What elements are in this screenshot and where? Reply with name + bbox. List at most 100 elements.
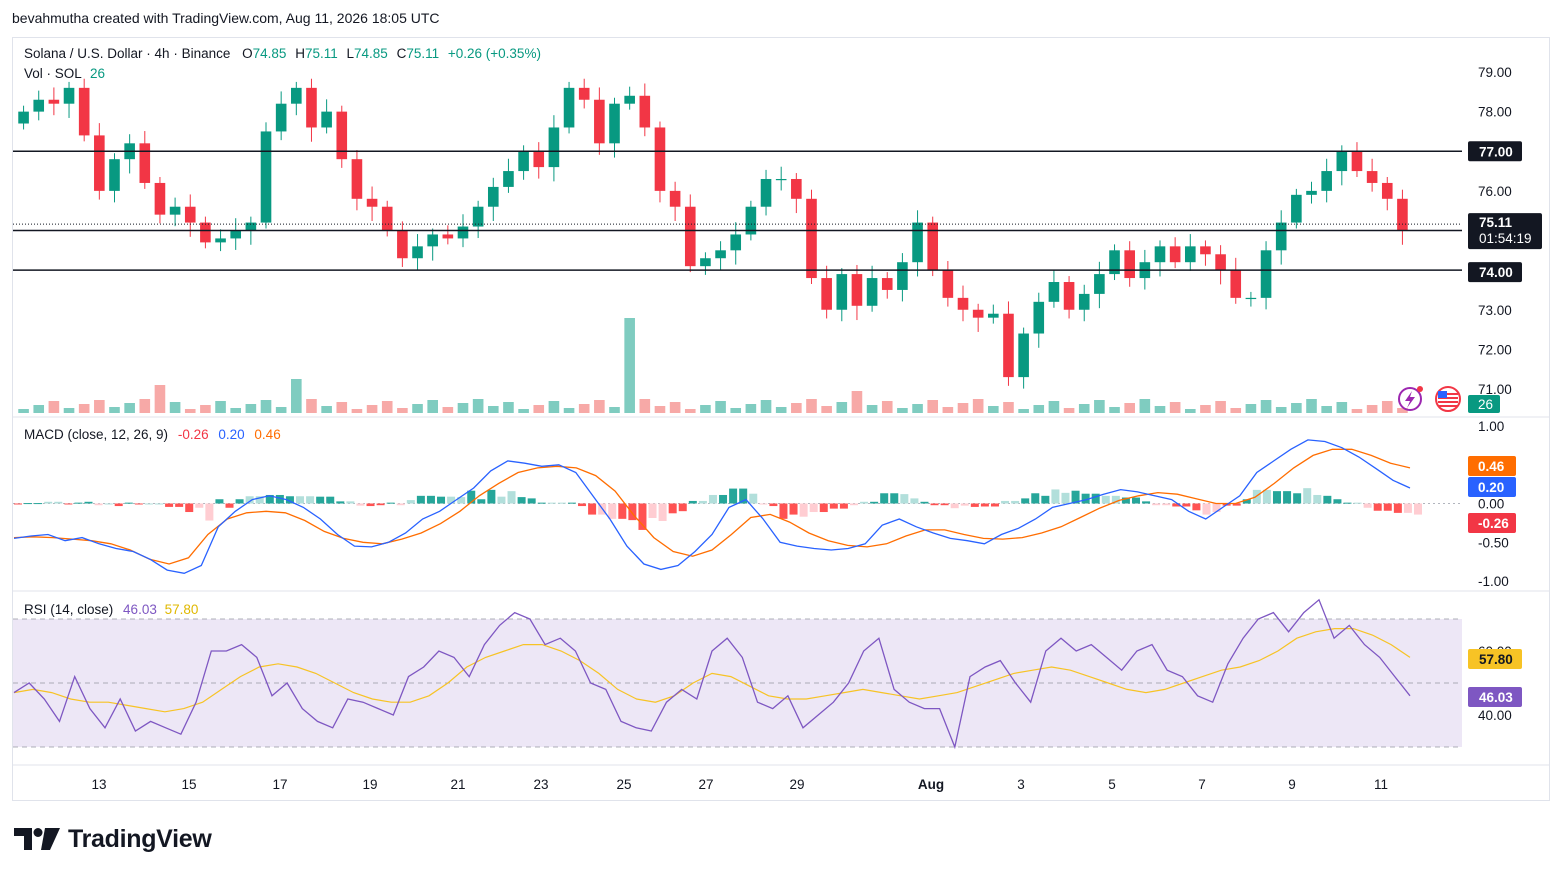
macd-histogram-bar xyxy=(668,503,677,514)
volume-bar xyxy=(1336,402,1348,413)
volume-bar xyxy=(472,399,484,413)
candle-body xyxy=(927,222,939,271)
volume-bar xyxy=(1351,409,1363,413)
macd-histogram-bar xyxy=(1182,503,1191,507)
macd-histogram-bar xyxy=(648,503,657,518)
volume-bar xyxy=(109,407,120,413)
level-label-bg xyxy=(1468,262,1522,283)
time-tick-label: 13 xyxy=(91,777,106,792)
volume-bar xyxy=(1124,403,1135,413)
candle-body xyxy=(639,95,651,128)
macd-histogram-bar xyxy=(155,503,164,505)
candle-body xyxy=(1366,171,1378,183)
candle-body xyxy=(775,178,787,181)
macd-histogram-bar xyxy=(517,497,526,504)
volume-bar xyxy=(503,402,514,413)
volume-bar xyxy=(487,406,499,413)
macd-last-label-bg xyxy=(1468,513,1516,533)
candle-body xyxy=(791,178,802,199)
candle-body xyxy=(609,103,620,144)
countdown-label: 01:54:19 xyxy=(1479,231,1532,246)
rsi-last-label: 46.03 xyxy=(1479,690,1513,705)
volume-value: 26 xyxy=(90,66,106,81)
candle-body xyxy=(245,222,257,231)
candle-body xyxy=(230,230,242,239)
macd-histogram-bar xyxy=(477,499,486,504)
macd-histogram-bar xyxy=(74,502,83,504)
volume-bar xyxy=(1169,402,1181,413)
candle-body xyxy=(1351,151,1363,172)
volume-bar xyxy=(245,404,257,413)
volume-bar xyxy=(230,408,242,413)
candle-body xyxy=(988,313,999,318)
macd-histogram-bar xyxy=(44,501,53,504)
macd-histogram-bar xyxy=(316,496,325,504)
volume-legend: Vol · SOL 26 xyxy=(24,66,105,81)
candle-body xyxy=(806,198,817,279)
candle-body xyxy=(1381,182,1393,199)
macd-legend: MACD (close, 12, 26, 9) -0.26 0.20 0.46 xyxy=(24,427,281,442)
candle-body xyxy=(503,171,514,187)
volume-bar xyxy=(942,407,954,413)
candle-body xyxy=(169,206,181,215)
candle-body xyxy=(1336,151,1348,172)
volume-bar xyxy=(533,405,545,413)
tradingview-logo[interactable]: TradingView xyxy=(14,822,212,856)
volume-bar xyxy=(1184,409,1196,413)
macd-histogram-bar xyxy=(1021,498,1030,504)
rsi-last-label: 57.80 xyxy=(1479,652,1513,667)
volume-bar xyxy=(730,408,742,413)
close-label: C xyxy=(396,46,407,61)
us-flag-stripe xyxy=(1438,405,1458,407)
macd-histogram-bar xyxy=(839,503,848,509)
candle-body xyxy=(715,250,726,259)
macd-histogram-bar xyxy=(285,496,294,504)
macd-histogram-bar xyxy=(54,501,63,504)
macd-histogram-bar xyxy=(1414,503,1422,515)
candle-body xyxy=(1184,246,1196,263)
macd-histogram-bar xyxy=(769,503,778,507)
candle-body xyxy=(291,87,302,104)
macd-histogram-bar xyxy=(1373,503,1382,511)
candle-body xyxy=(1275,222,1287,251)
macd-histogram-bar xyxy=(265,494,274,504)
macd-histogram-bar xyxy=(789,503,798,515)
macd-histogram-bar xyxy=(14,503,22,505)
macd-histogram-bar xyxy=(1303,488,1312,504)
macd-histogram-bar xyxy=(1121,497,1130,504)
macd-histogram-bar xyxy=(970,503,979,507)
volume-bar xyxy=(563,408,575,413)
macd-histogram-bar xyxy=(84,501,93,504)
macd-histogram-bar xyxy=(567,502,576,504)
macd-histogram-bar xyxy=(870,501,879,504)
macd-histogram-bar xyxy=(557,502,566,504)
macd-histogram-bar xyxy=(1192,503,1201,511)
candle-body xyxy=(366,198,378,207)
volume-bar xyxy=(548,401,560,413)
candle-body xyxy=(1154,246,1166,263)
volume-bar xyxy=(184,409,196,413)
time-tick-label: 5 xyxy=(1108,777,1116,792)
candle-body xyxy=(594,99,605,144)
volume-bar xyxy=(94,400,105,413)
volume-bar xyxy=(927,400,939,413)
candle-body xyxy=(457,226,469,239)
current-price-label-bg xyxy=(1468,213,1542,250)
rsi-legend: RSI (14, close) 46.03 57.80 xyxy=(24,602,198,617)
macd-histogram-bar xyxy=(1403,503,1412,513)
volume-bar xyxy=(715,401,726,413)
time-tick-label: 27 xyxy=(698,777,713,792)
volume-bar xyxy=(1291,403,1302,413)
candle-body xyxy=(548,127,560,168)
macd-histogram-bar xyxy=(1313,494,1322,504)
candle-body xyxy=(306,87,317,128)
macd-histogram-bar xyxy=(920,501,929,504)
chart-frame xyxy=(12,37,1550,801)
macd-histogram-bar xyxy=(940,503,949,506)
candle-body xyxy=(1291,194,1302,223)
macd-histogram-bar xyxy=(376,503,385,506)
macd-histogram-bar xyxy=(1091,493,1100,504)
macd-histogram-bar xyxy=(900,494,909,504)
macd-histogram-bar xyxy=(144,503,153,505)
